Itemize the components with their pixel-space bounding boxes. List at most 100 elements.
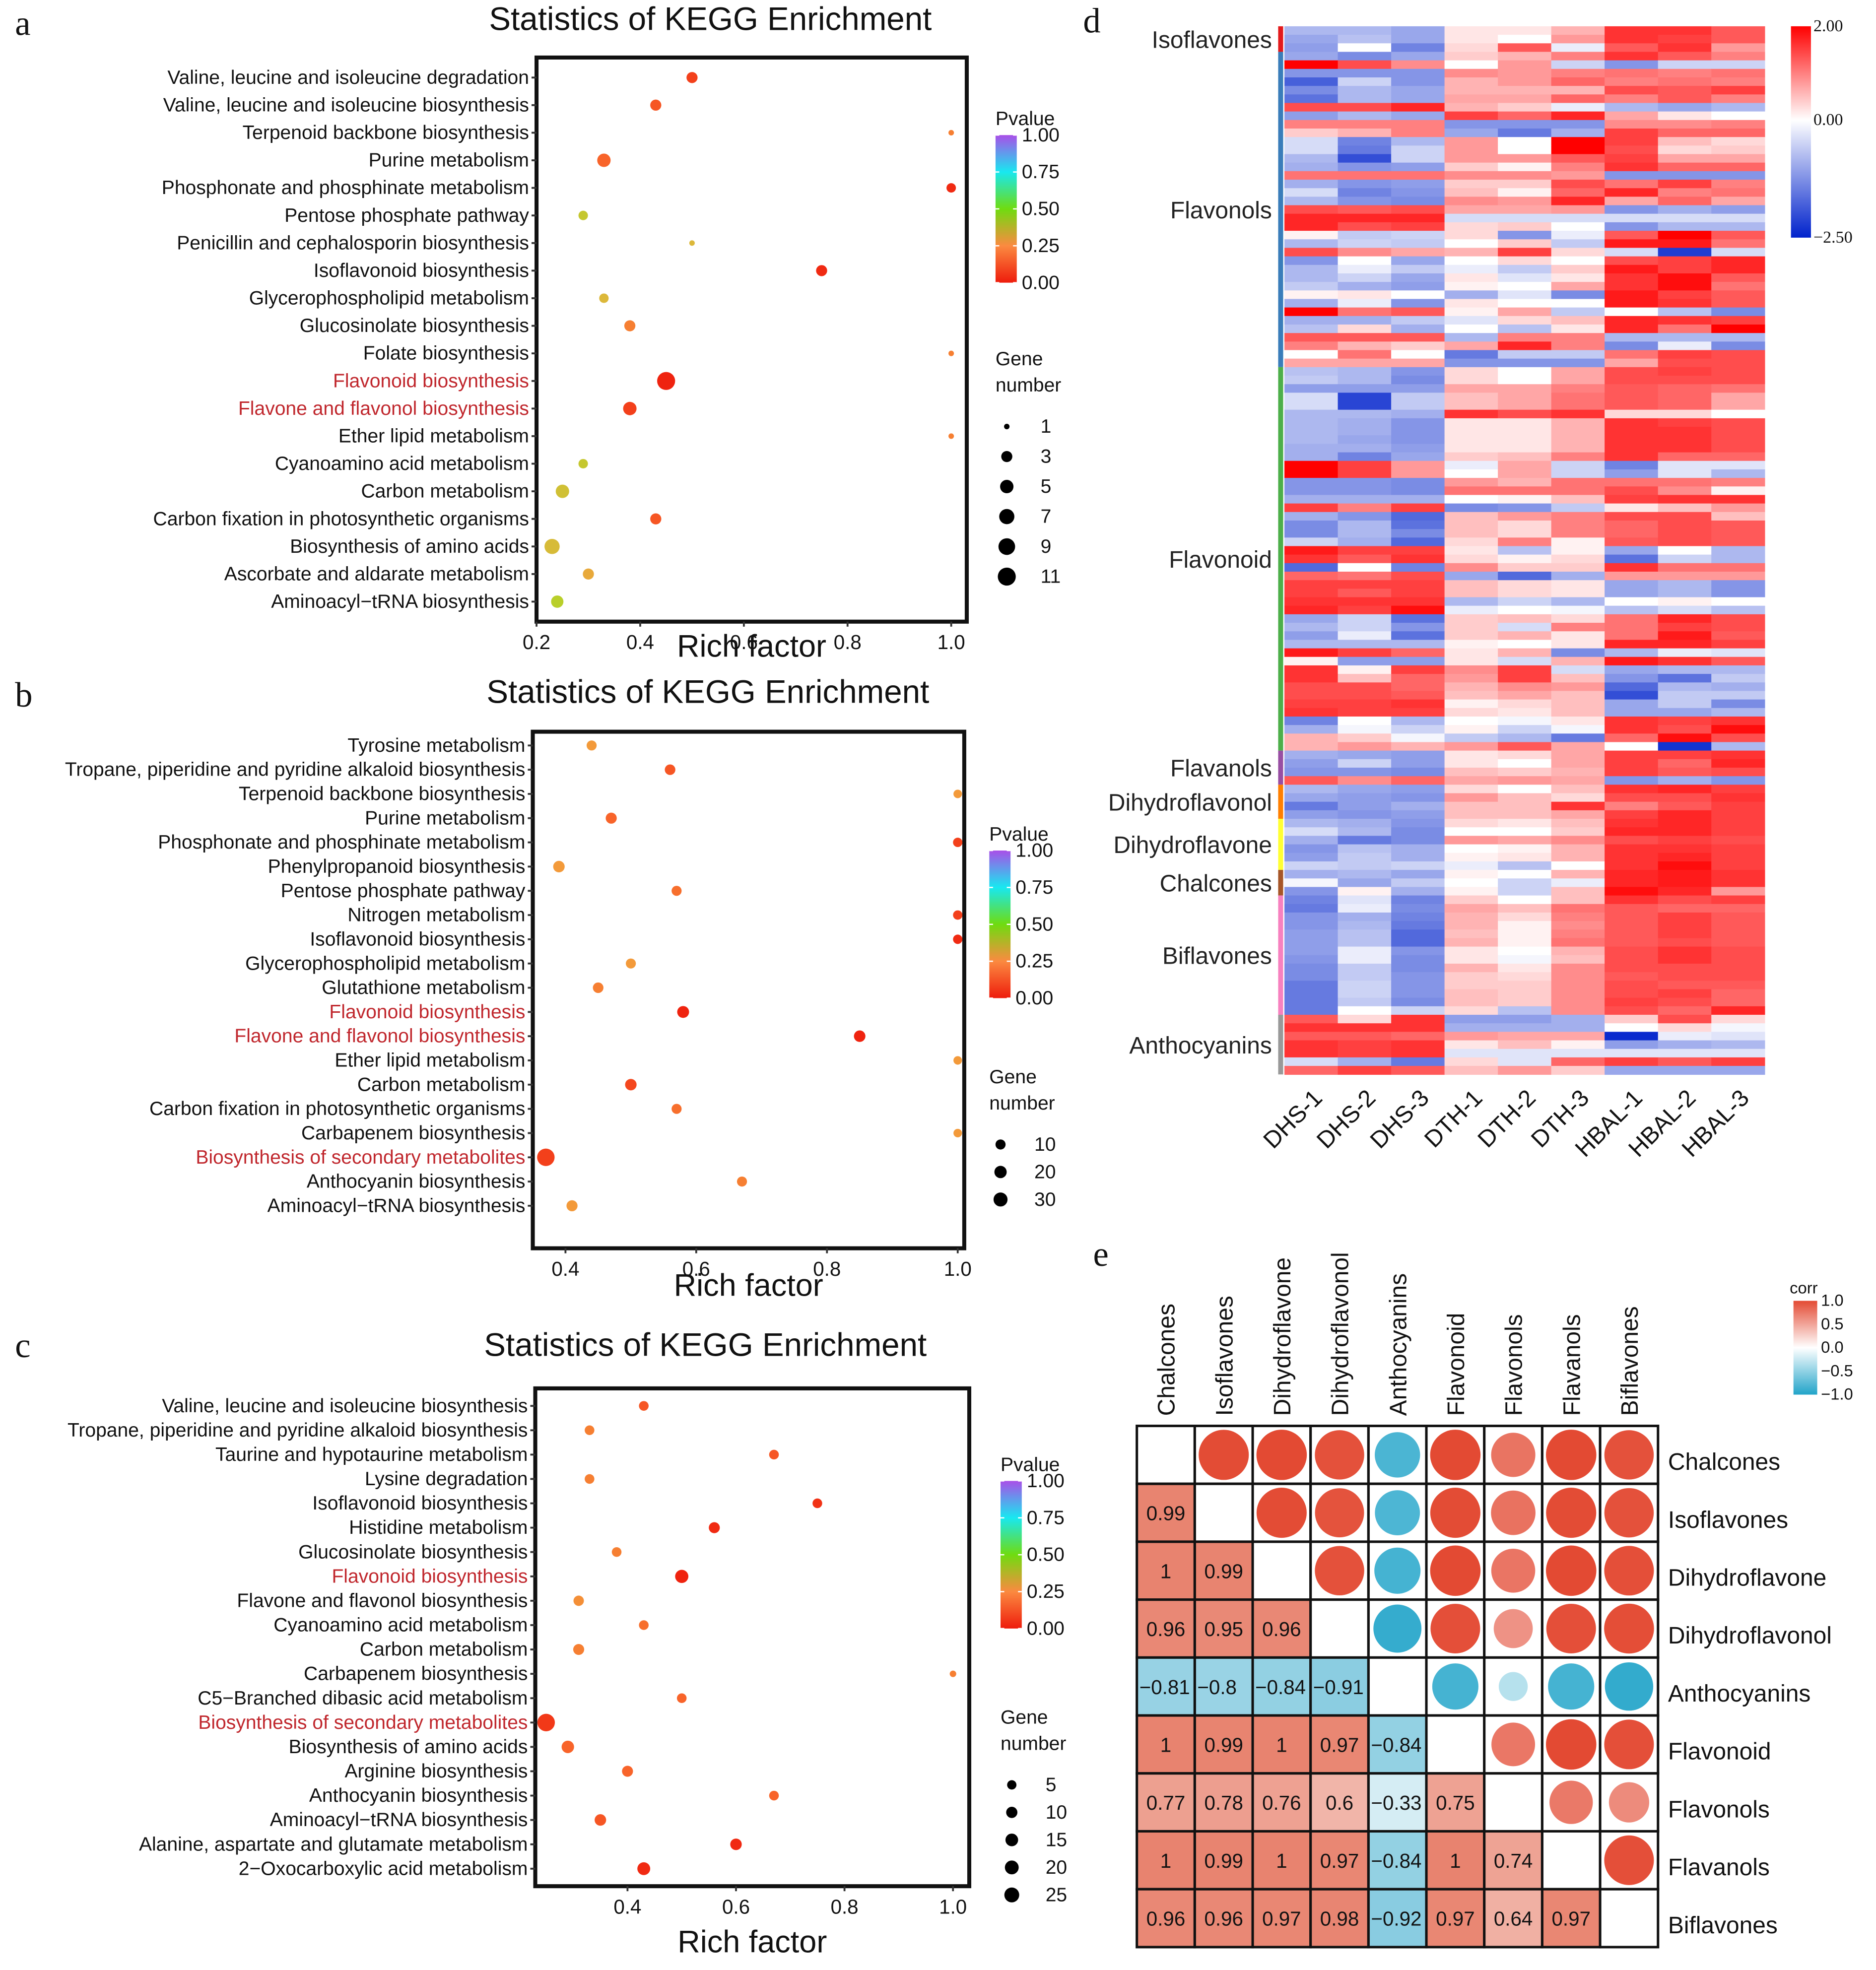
heatmap-cell xyxy=(1284,819,1339,828)
heatmap-cell xyxy=(1551,529,1605,538)
heatmap-cell xyxy=(1444,921,1498,930)
heatmap-cell xyxy=(1284,1015,1339,1024)
heatmap-cell xyxy=(1284,418,1339,427)
heatmap-cell xyxy=(1444,35,1498,44)
data-point xyxy=(625,958,636,969)
heatmap-cell xyxy=(1338,708,1392,717)
heatmap-cell xyxy=(1391,759,1445,768)
heatmap-cell xyxy=(1658,444,1712,453)
y-tick-label: Aminoacyl−tRNA biosynthesis xyxy=(270,1809,528,1831)
heatmap-cell xyxy=(1658,137,1712,146)
heatmap-cell xyxy=(1658,861,1712,870)
heatmap-cell xyxy=(1338,520,1392,529)
heatmap-cell xyxy=(1605,742,1659,751)
heatmap-cell xyxy=(1711,861,1765,870)
heatmap-cell xyxy=(1284,213,1339,223)
heatmap-cell xyxy=(1498,1015,1552,1024)
gene-legend-dot xyxy=(1005,1834,1018,1846)
heatmap-cell xyxy=(1444,154,1498,163)
corr-circle xyxy=(1549,1780,1593,1824)
colorbar-tick-label: 0.50 xyxy=(1015,914,1053,935)
corr-cell-lower xyxy=(1484,1831,1542,1890)
data-point xyxy=(578,459,588,469)
heatmap-cell xyxy=(1551,972,1605,982)
heatmap-cell xyxy=(1551,674,1605,683)
heatmap-cell xyxy=(1444,767,1498,777)
heatmap-cell xyxy=(1658,145,1712,155)
heatmap-cell xyxy=(1498,94,1552,104)
heatmap-cell xyxy=(1498,68,1552,78)
heatmap-cell xyxy=(1605,946,1659,956)
heatmap-cell xyxy=(1498,844,1552,854)
heatmap-cell xyxy=(1658,699,1712,709)
heatmap-cell xyxy=(1338,290,1392,300)
heatmap-cell xyxy=(1338,827,1392,837)
data-point xyxy=(676,1693,687,1703)
group-annotation-bar xyxy=(1278,26,1283,52)
data-point xyxy=(537,1713,555,1731)
heatmap-cell xyxy=(1391,895,1445,905)
heatmap-cell xyxy=(1338,554,1392,564)
heatmap-cell xyxy=(1605,137,1659,146)
y-tick-label: Flavone and flavonol biosynthesis xyxy=(238,398,529,419)
heatmap-cell xyxy=(1444,418,1498,427)
corr-row-label: Chalcones xyxy=(1668,1449,1780,1475)
data-point xyxy=(677,1006,689,1018)
heatmap-cell xyxy=(1551,708,1605,717)
x-tick-label: 0.2 xyxy=(523,631,550,654)
heatmap-cell xyxy=(1391,725,1445,734)
heatmap-cell xyxy=(1444,836,1498,845)
heatmap-cell xyxy=(1498,597,1552,606)
heatmap-cell xyxy=(1605,26,1659,35)
heatmap-cell xyxy=(1444,333,1498,342)
heatmap-cell xyxy=(1444,478,1498,487)
corr-value-label: 0.99 xyxy=(1204,1734,1243,1757)
heatmap-cell xyxy=(1551,401,1605,410)
corr-value-label: 0.98 xyxy=(1320,1907,1359,1930)
heatmap-cell xyxy=(1658,733,1712,743)
heatmap-cell xyxy=(1284,912,1339,921)
heatmap-cell xyxy=(1498,495,1552,504)
heatmap-cell xyxy=(1605,844,1659,854)
heatmap-cell xyxy=(1444,213,1498,223)
heatmap-cell xyxy=(1498,529,1552,538)
data-point xyxy=(686,72,698,83)
corr-value-label: 0.97 xyxy=(1320,1734,1359,1757)
colorbar-tick-label: 0.75 xyxy=(1027,1507,1065,1528)
y-tick-label: Carbon metabolism xyxy=(357,1074,526,1095)
heatmap-colorbar-label: 0.00 xyxy=(1813,111,1843,129)
heatmap-cell xyxy=(1658,870,1712,879)
x-tick-label: 0.8 xyxy=(834,631,862,654)
heatmap-cell xyxy=(1284,623,1339,632)
heatmap-cell xyxy=(1658,478,1712,487)
y-tick-label: Isoflavonoid biosynthesis xyxy=(314,260,529,281)
corr-circle xyxy=(1315,1430,1364,1480)
heatmap-cell xyxy=(1391,793,1445,802)
heatmap-cell xyxy=(1605,435,1659,445)
heatmap-cell xyxy=(1391,503,1445,513)
heatmap-cell xyxy=(1551,384,1605,394)
heatmap-cell xyxy=(1444,674,1498,683)
heatmap-cell xyxy=(1605,409,1659,419)
heatmap-cell xyxy=(1605,256,1659,265)
heatmap-cell xyxy=(1551,699,1605,709)
heatmap-cell xyxy=(1338,324,1392,333)
gene-legend-title: Gene xyxy=(1001,1707,1048,1728)
data-point xyxy=(949,1670,956,1677)
heatmap-cell xyxy=(1551,77,1605,86)
heatmap-cell xyxy=(1391,554,1445,564)
heatmap-cell xyxy=(1498,103,1552,112)
heatmap-cell xyxy=(1551,691,1605,700)
gene-legend-dot xyxy=(998,538,1015,555)
corr-value-label: 0.78 xyxy=(1204,1791,1243,1814)
heatmap-cell xyxy=(1658,68,1712,78)
heatmap-cell xyxy=(1391,819,1445,828)
heatmap-cell xyxy=(1711,52,1765,61)
y-tick-label: Carbon fixation in photosynthetic organi… xyxy=(153,508,529,529)
y-tick-label: Penicillin and cephalosporin biosynthesi… xyxy=(177,232,529,254)
heatmap-cell xyxy=(1658,401,1712,410)
heatmap-cell xyxy=(1444,248,1498,257)
heatmap-cell xyxy=(1658,333,1712,342)
heatmap-cell xyxy=(1338,401,1392,410)
gene-legend-title: Gene xyxy=(996,348,1043,370)
